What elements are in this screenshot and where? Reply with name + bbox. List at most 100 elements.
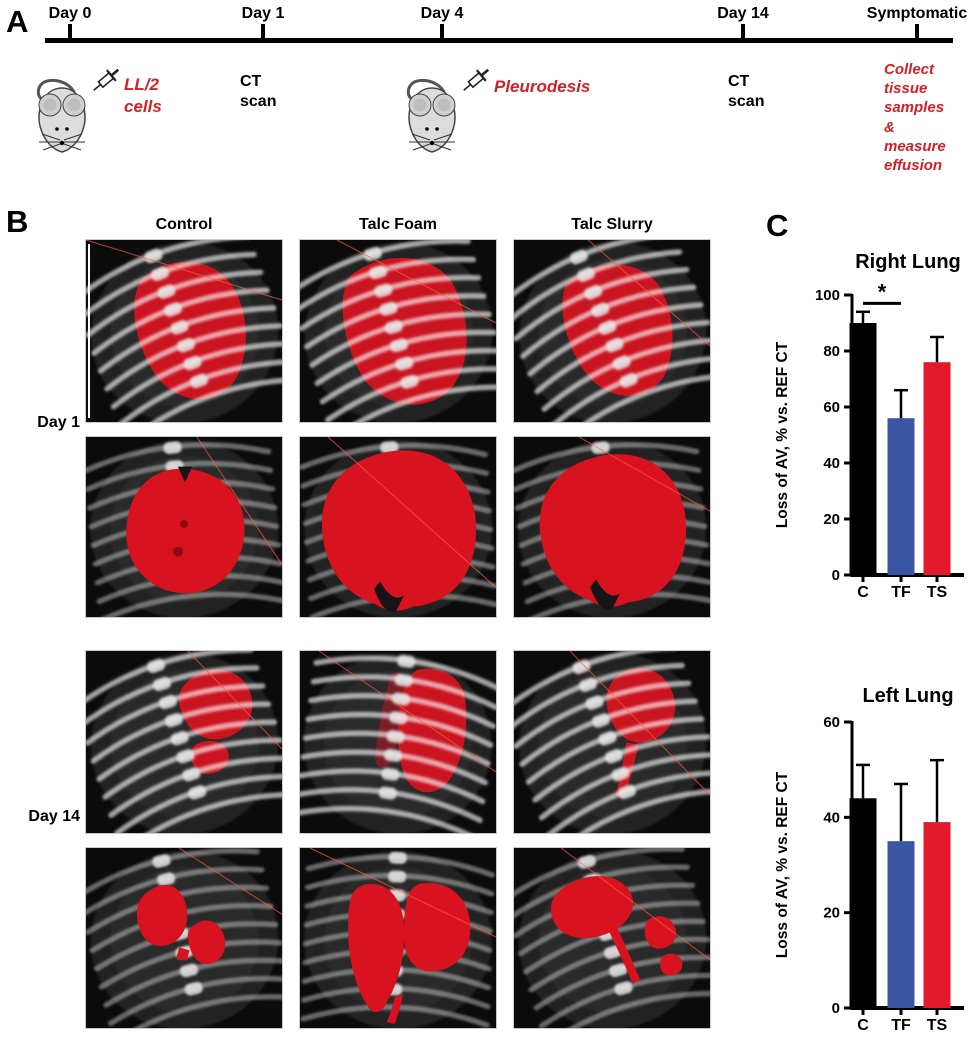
mouse-whiskers bbox=[409, 133, 455, 151]
ct-art-d14-foam-3d bbox=[300, 848, 496, 1028]
mouse-icon-wrap bbox=[400, 76, 464, 159]
ct-art-d14-foam-proj bbox=[300, 651, 496, 833]
y-tick-label: 60 bbox=[823, 399, 840, 416]
column-header: Talc Foam bbox=[359, 216, 437, 233]
panel-c-label: C bbox=[766, 208, 789, 243]
x-category-label: TS bbox=[927, 1017, 948, 1034]
ct-art-d1-foam-proj bbox=[300, 240, 496, 422]
ct-image-d14-foam-proj bbox=[299, 650, 497, 834]
mouse-icon bbox=[36, 78, 86, 153]
timeline-point-label: Day 14 bbox=[717, 5, 769, 22]
mouse-icon bbox=[406, 78, 456, 153]
mouse-whiskers bbox=[39, 133, 85, 151]
syringe-icon bbox=[93, 68, 120, 91]
ct-art-d14-slurry-proj bbox=[514, 651, 710, 833]
crop-guide-line bbox=[587, 240, 710, 347]
x-category-label: C bbox=[857, 1017, 869, 1034]
y-tick-label: 20 bbox=[823, 905, 840, 922]
ct-image-d1-foam-proj bbox=[299, 239, 497, 423]
crop-guide-line bbox=[318, 651, 496, 773]
y-tick-label: 40 bbox=[823, 455, 840, 472]
timeline-event-line: tissue bbox=[884, 80, 928, 98]
event-animal-icon bbox=[400, 62, 496, 154]
timeline-event-text: Pleurodesis bbox=[494, 76, 590, 98]
timeline-event-line: scan bbox=[240, 93, 277, 111]
crop-guide-line bbox=[336, 240, 496, 324]
ct-image-d14-slurry-proj bbox=[513, 650, 711, 834]
ct-image-d1-foam-3d bbox=[299, 436, 497, 618]
y-tick-label: 0 bbox=[832, 567, 840, 584]
ct-art-d14-control-3d bbox=[86, 848, 282, 1028]
timeline-event-line: Collect bbox=[884, 61, 935, 78]
row-group-label: Day 14 bbox=[28, 808, 80, 825]
ct-art-d1-control-proj bbox=[86, 240, 282, 422]
crop-guide-line bbox=[309, 848, 496, 938]
chart-right-lung: Right Lung Loss of AV, % vs. REF CT 0 20 40 6… bbox=[774, 251, 964, 601]
timeline-event-text: CT scan bbox=[240, 72, 276, 113]
timeline-tick bbox=[741, 24, 745, 40]
y-tick-label: 0 bbox=[832, 1000, 840, 1017]
crop-guide-line bbox=[327, 437, 496, 588]
y-tick-label: 100 bbox=[815, 287, 840, 304]
timeline-line bbox=[45, 38, 953, 43]
timeline-tick bbox=[915, 24, 919, 40]
ct-art-d1-slurry-3d bbox=[514, 437, 710, 617]
x-category-label: TF bbox=[891, 1017, 911, 1034]
event-animal-icon bbox=[30, 62, 126, 154]
ct-art-d1-foam-3d bbox=[300, 437, 496, 617]
ribcage bbox=[86, 651, 282, 833]
timeline-event-text: CT scan bbox=[728, 72, 764, 113]
crop-guide-line bbox=[187, 651, 282, 750]
row-group-label: Day 1 bbox=[37, 414, 80, 431]
timeline-event-line: LL/2 cells bbox=[124, 75, 162, 116]
ct-image-d1-slurry-proj bbox=[513, 239, 711, 423]
panel-a-label: A bbox=[6, 4, 29, 39]
timeline-point-label: Day 0 bbox=[48, 5, 92, 22]
ct-image-d1-control-3d bbox=[85, 436, 283, 618]
ct-image-d1-slurry-3d bbox=[513, 436, 711, 618]
ct-art-d14-control-proj bbox=[86, 651, 282, 833]
timeline-event-text: Collect tissue samples & measure effusion bbox=[884, 60, 946, 175]
ct-art-d14-slurry-3d bbox=[514, 848, 710, 1028]
lung-3d-red bbox=[126, 466, 245, 594]
chart-left-lung: Left Lung Loss of AV, % vs. REF CT 0 20 40 60… bbox=[774, 685, 964, 1034]
y-axis-label: Loss of AV, % vs. REF CT bbox=[774, 771, 791, 958]
ct-image-d14-foam-3d bbox=[299, 847, 497, 1029]
timeline-event-line: & measure bbox=[884, 118, 946, 155]
timeline-event-line: scan bbox=[728, 93, 765, 111]
bar-TS bbox=[923, 362, 951, 575]
ct-art-d1-control-3d bbox=[86, 437, 282, 617]
crop-guide-line bbox=[560, 848, 710, 961]
crop-guide-line bbox=[196, 437, 282, 565]
crop-guide-line bbox=[578, 437, 710, 512]
y-tick-label: 60 bbox=[823, 714, 840, 731]
timeline-event-line: CT bbox=[240, 73, 262, 90]
timeline-tick bbox=[440, 24, 444, 40]
timeline-point-label: Day 4 bbox=[420, 5, 464, 22]
y-tick-label: 40 bbox=[823, 809, 840, 826]
lung-3d-red bbox=[321, 450, 476, 612]
ribcage bbox=[300, 654, 496, 833]
timeline-event-text: LL/2 cells bbox=[124, 74, 162, 118]
panel-b-label: B bbox=[6, 204, 29, 239]
lung-3d-red bbox=[539, 454, 686, 610]
significance-star: * bbox=[878, 279, 887, 304]
ct-image-d14-control-3d bbox=[85, 847, 283, 1029]
ct-image-d14-slurry-3d bbox=[513, 847, 711, 1029]
chart-title: Left Lung bbox=[862, 685, 953, 707]
ct-image-d1-control-proj bbox=[85, 239, 283, 423]
timeline-tick bbox=[261, 24, 265, 40]
timeline-point-label: Day 1 bbox=[241, 5, 285, 22]
x-category-label: C bbox=[857, 584, 869, 601]
timeline-point-label: Symptomatic bbox=[866, 5, 968, 22]
timeline-event-line: effusion bbox=[884, 156, 943, 174]
crop-guide-line bbox=[86, 240, 282, 301]
lung-3d-red bbox=[550, 876, 683, 985]
crop-guide-line bbox=[178, 848, 282, 915]
mouse-icon-wrap bbox=[30, 76, 94, 159]
bar-TS bbox=[923, 822, 951, 1008]
scale-bar bbox=[88, 244, 90, 418]
chart-title: Right Lung bbox=[855, 251, 961, 273]
syringe-icon bbox=[463, 68, 490, 91]
